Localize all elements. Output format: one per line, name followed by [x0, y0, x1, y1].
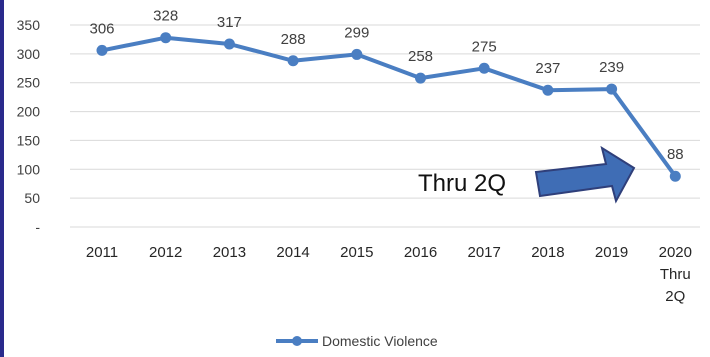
data-label: 306: [89, 20, 114, 37]
x-tick-label: 2020 Thru 2Q: [659, 244, 692, 305]
x-tick-label: 2017: [468, 244, 501, 261]
y-tick-label: 200: [17, 104, 41, 120]
left-border: [0, 0, 4, 357]
data-label: 88: [667, 146, 684, 163]
data-point: [415, 72, 426, 84]
data-label: 288: [281, 31, 306, 48]
y-tick-label: 50: [24, 190, 40, 206]
x-tick-label: 2018: [531, 244, 564, 261]
x-axis-ticks: 2011 2012 2013 2014 2015 2016 2017 2018 2019 2020…: [86, 244, 692, 305]
data-point: [351, 48, 363, 60]
x-tick-label: 2014: [276, 244, 309, 261]
x-tick-label: 2015: [340, 244, 373, 261]
data-label: 258: [408, 48, 433, 65]
data-label: 275: [472, 38, 497, 55]
data-point: [223, 38, 235, 50]
gridlines: [70, 24, 700, 228]
data-label: 317: [217, 14, 242, 31]
y-tick-label: 100: [17, 161, 41, 177]
y-tick-label: 300: [17, 46, 41, 62]
x-tick-label: 2019: [595, 244, 628, 261]
legend-label-domestic-violence: Domestic Violence: [322, 333, 438, 349]
data-label: 328: [153, 8, 178, 25]
data-point: [542, 84, 554, 96]
data-point: [96, 44, 108, 56]
annotation-text: Thru 2Q: [418, 170, 506, 197]
y-tick-label: 150: [17, 132, 41, 148]
data-label: 239: [599, 59, 624, 76]
x-tick-label: 2016: [404, 244, 437, 261]
data-point: [478, 62, 490, 74]
data-labels: 306 328 317 288 299 258 275 237 239 88: [89, 8, 683, 164]
data-point: [287, 55, 299, 67]
data-point: [606, 83, 618, 95]
series-line-domestic-violence: [100, 35, 678, 179]
data-label: 237: [535, 60, 560, 77]
data-point: [669, 170, 681, 182]
data-point: [160, 32, 172, 44]
annotation-arrow-icon: [534, 145, 636, 204]
y-tick-label: 250: [17, 75, 41, 91]
y-axis-ticks: - 50 100 150 200 250 300 350: [17, 17, 41, 235]
x-tick-label: 2012: [149, 244, 182, 261]
data-points: [96, 32, 681, 182]
annotation-thru-2q: Thru 2Q: [418, 145, 636, 204]
legend-marker-icon: [292, 336, 302, 346]
data-label: 299: [344, 24, 369, 41]
legend: Domestic Violence: [276, 333, 438, 349]
y-tick-label: -: [35, 219, 40, 235]
y-tick-label: 350: [17, 17, 41, 33]
x-tick-label: 2011: [86, 244, 118, 261]
x-tick-label: 2013: [213, 244, 246, 261]
